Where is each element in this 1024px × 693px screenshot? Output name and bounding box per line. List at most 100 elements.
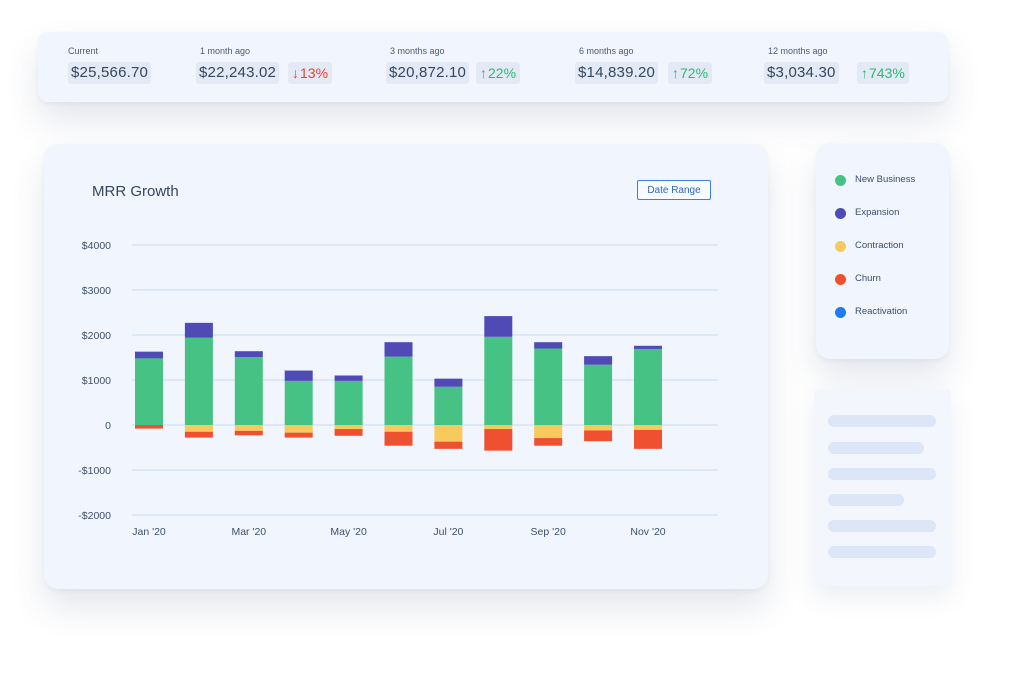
bar-segment-contraction[interactable] (234, 425, 263, 431)
legend-dot-icon (835, 208, 846, 219)
x-tick-label: Jan '20 (132, 526, 166, 538)
bar-segment-churn[interactable] (135, 425, 163, 429)
bar-segment-contraction[interactable] (384, 425, 413, 432)
stat-label: 3 months ago (390, 46, 445, 56)
bar-segment-new-business[interactable] (484, 336, 513, 425)
stat-change-value: 22% (488, 65, 517, 81)
bar-segment-expansion[interactable] (634, 345, 662, 349)
stat-label: 1 month ago (200, 46, 251, 56)
bar-segment-churn[interactable] (334, 429, 363, 436)
legend-label: Contraction (855, 240, 904, 251)
y-tick-label: -$2000 (78, 510, 111, 522)
legend-dot-icon (835, 241, 846, 252)
legend-label: Reactivation (855, 306, 908, 317)
bar-segment-churn[interactable] (384, 431, 413, 446)
bar-segment-churn[interactable] (584, 430, 613, 442)
stat-change-badge: ↑743% (857, 62, 909, 84)
stat-value: $3,034.30 (764, 62, 839, 84)
mrr-stats-bar: Current $25,566.70 1 month ago $22,243.0… (38, 32, 948, 102)
x-tick-label: Jul '20 (433, 526, 463, 538)
y-tick-label: $1000 (82, 375, 111, 387)
bar-segment-contraction[interactable] (334, 425, 363, 430)
bar-segment-churn[interactable] (434, 441, 463, 449)
stat-change-badge: ↑72% (668, 62, 713, 84)
arrow-up-icon: ↑ (480, 65, 487, 81)
x-axis-labels: Jan '20 Mar '20 May '20 Jul '20 Sep '20 Nov '… (132, 526, 666, 538)
legend-panel: New Business Expansion Contraction Churn… (816, 143, 949, 359)
bar-segment-churn[interactable] (234, 430, 263, 436)
bar-segment-expansion[interactable] (234, 351, 263, 358)
bar-segment-churn[interactable] (484, 429, 513, 451)
x-tick-label: Nov '20 (630, 526, 665, 538)
x-tick-label: Mar '20 (231, 526, 266, 538)
bar-segment-expansion[interactable] (334, 375, 363, 381)
bar-segment-contraction[interactable] (534, 425, 563, 439)
stat-change-badge: ↓13% (288, 62, 333, 84)
stat-label: Current (68, 46, 99, 56)
mrr-growth-chart: $4000 $3000 $2000 $1000 0 -$1000 -$2000 Jan '2… (78, 240, 718, 538)
bar-segment-new-business[interactable] (135, 358, 163, 425)
legend-label: New Business (855, 174, 916, 185)
stat-change-badge: ↑22% (476, 62, 521, 84)
y-tick-label: -$1000 (78, 465, 111, 477)
date-range-button[interactable]: Date Range (637, 180, 711, 200)
bar-segment-expansion[interactable] (384, 342, 413, 357)
bar-segment-churn[interactable] (184, 431, 213, 438)
chart-gridlines (132, 244, 718, 516)
legend-dot-icon (835, 175, 846, 186)
skeleton-line (828, 415, 936, 427)
stat-value: $22,243.02 (196, 62, 280, 84)
bar-segment-contraction[interactable] (284, 425, 313, 433)
bar-segment-churn[interactable] (534, 438, 563, 446)
x-tick-label: May '20 (330, 526, 367, 538)
arrow-down-icon: ↓ (292, 65, 299, 81)
stat-label: 6 months ago (579, 46, 634, 56)
bar-segment-new-business[interactable] (334, 380, 363, 425)
legend-dot-icon (835, 274, 846, 285)
stat-change-value: 743% (869, 65, 905, 81)
bar-segment-new-business[interactable] (234, 357, 263, 425)
mrr-growth-card: $4000 $3000 $2000 $1000 0 -$1000 -$2000 Jan '2… (44, 144, 768, 589)
y-tick-label: 0 (105, 420, 111, 432)
y-axis-labels: $4000 $3000 $2000 $1000 0 -$1000 -$2000 (78, 240, 111, 522)
bar-segment-expansion[interactable] (584, 356, 613, 365)
bar-segment-new-business[interactable] (434, 386, 463, 425)
skeleton-line (828, 494, 904, 506)
legend-label: Churn (855, 273, 881, 284)
bar-segment-new-business[interactable] (634, 348, 662, 425)
arrow-up-icon: ↑ (672, 65, 679, 81)
stat-value: $14,839.20 (575, 62, 659, 84)
chart-bars (135, 316, 662, 451)
bar-segment-contraction[interactable] (434, 425, 463, 442)
skeleton-line (828, 468, 936, 480)
stat-change-value: 72% (680, 65, 709, 81)
bar-segment-contraction[interactable] (184, 425, 213, 432)
legend-dot-icon (835, 307, 846, 318)
bar-segment-expansion[interactable] (135, 351, 163, 359)
bar-segment-contraction[interactable] (484, 425, 513, 430)
stat-value: $25,566.70 (68, 62, 152, 84)
bar-segment-new-business[interactable] (184, 337, 213, 425)
bar-segment-new-business[interactable] (284, 380, 313, 425)
arrow-up-icon: ↑ (861, 65, 868, 81)
stat-value: $20,872.10 (386, 62, 470, 84)
skeleton-line (828, 520, 936, 532)
bar-segment-new-business[interactable] (384, 356, 413, 425)
bar-segment-expansion[interactable] (434, 378, 463, 387)
bar-segment-churn[interactable] (284, 432, 313, 438)
bar-segment-contraction[interactable] (584, 425, 613, 431)
x-tick-label: Sep '20 (531, 526, 566, 538)
stat-change-value: 13% (300, 65, 329, 81)
bar-segment-expansion[interactable] (484, 316, 513, 337)
bar-segment-expansion[interactable] (284, 370, 313, 381)
bar-segment-contraction[interactable] (634, 425, 662, 430)
bar-segment-new-business[interactable] (584, 364, 613, 425)
bar-segment-expansion[interactable] (184, 322, 213, 338)
bar-segment-new-business[interactable] (534, 348, 563, 426)
skeleton-line (828, 442, 924, 454)
legend-label: Expansion (855, 207, 900, 218)
y-tick-label: $4000 (82, 240, 111, 252)
bar-segment-expansion[interactable] (534, 342, 563, 349)
bar-segment-churn[interactable] (634, 429, 662, 449)
stat-label: 12 months ago (768, 46, 828, 56)
